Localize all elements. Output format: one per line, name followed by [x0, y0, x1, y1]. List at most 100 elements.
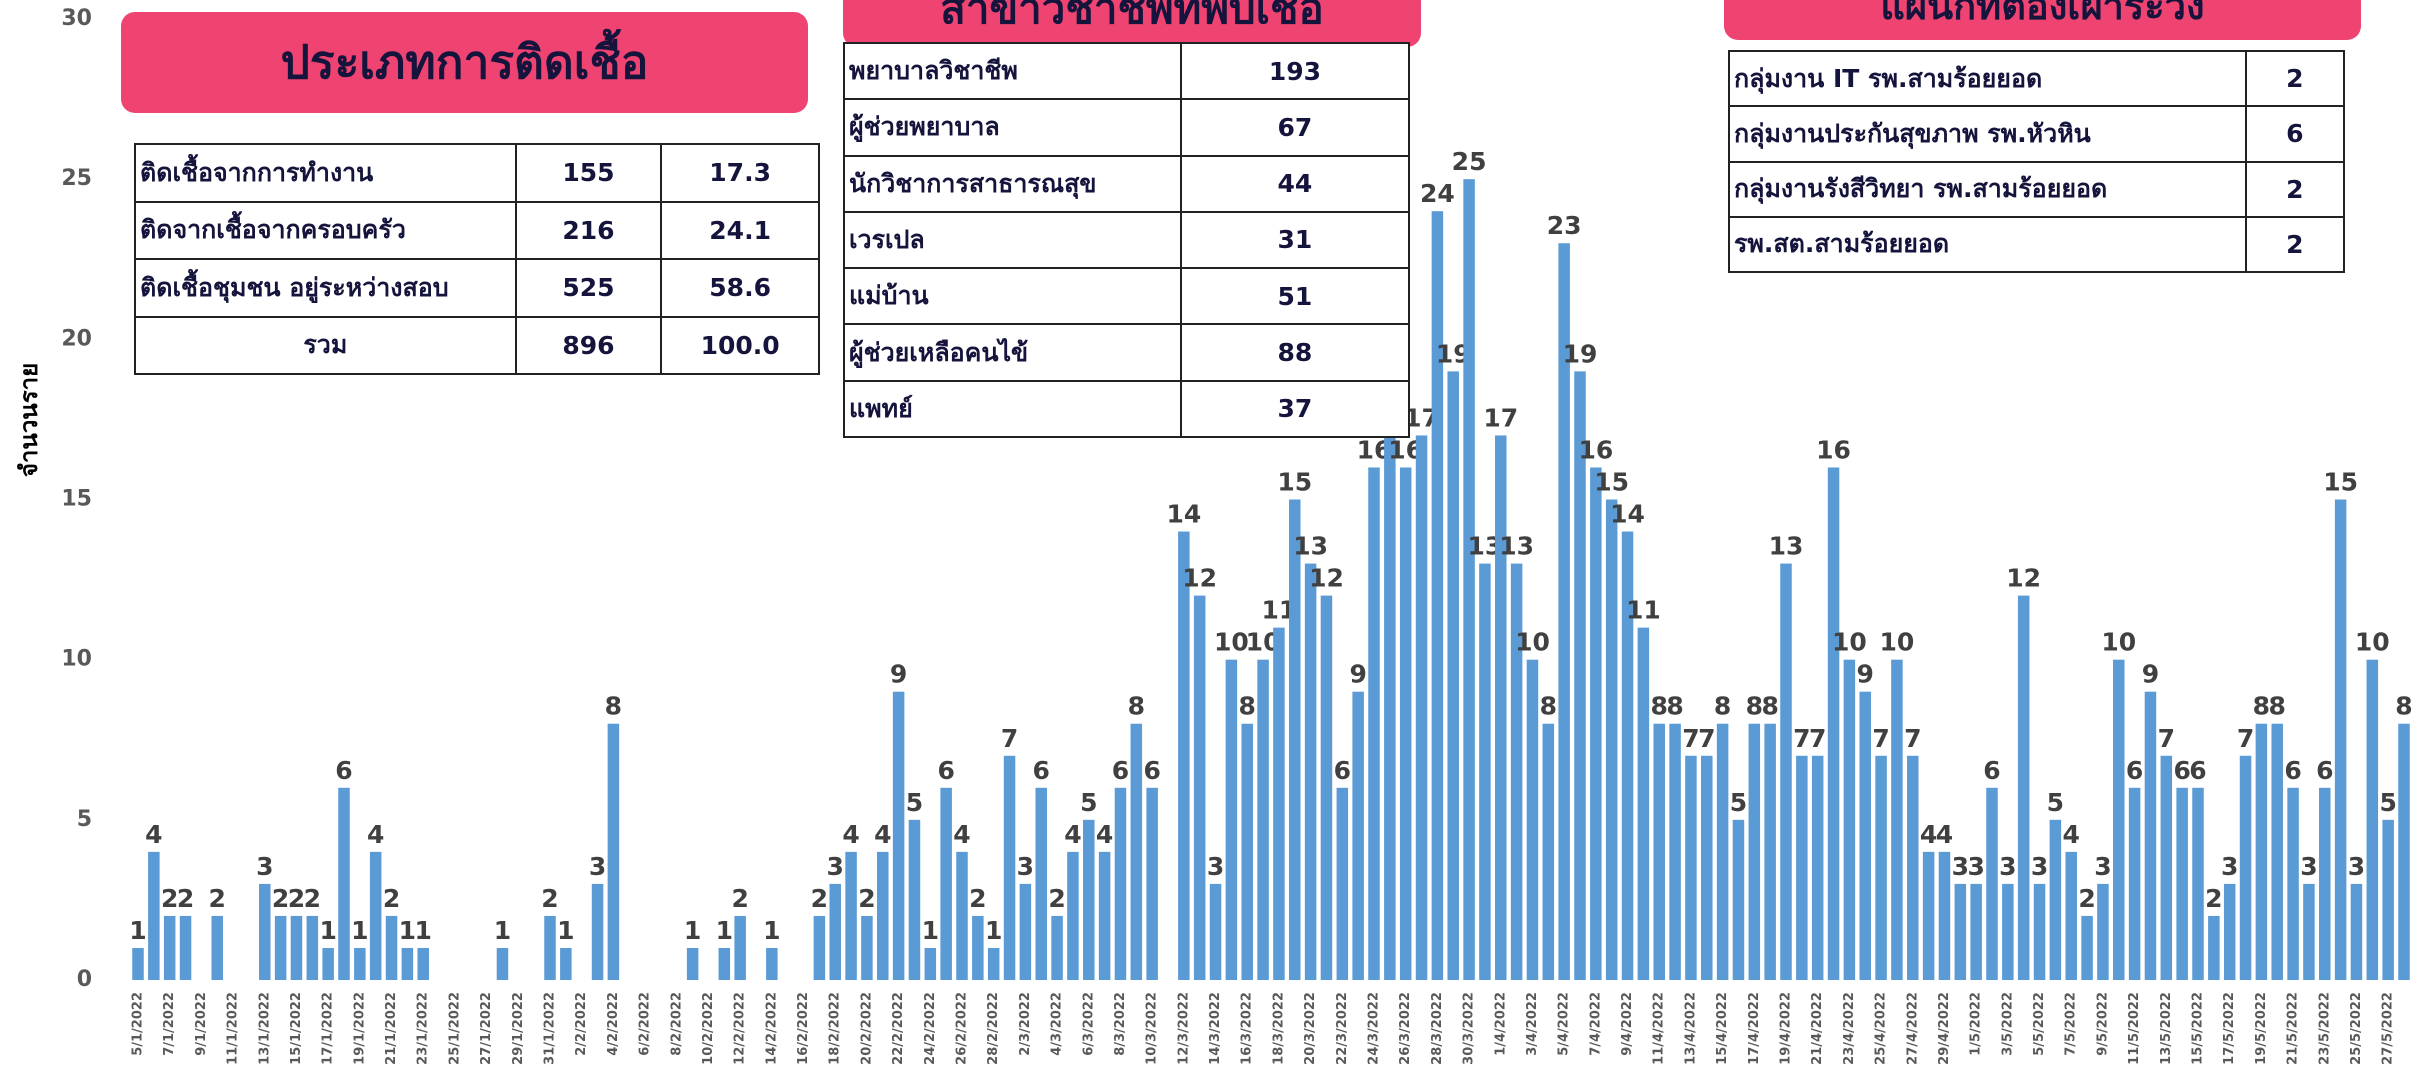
bar	[2334, 499, 2347, 980]
bar	[1114, 787, 1127, 980]
data-label: 8	[1540, 692, 1557, 721]
bar	[2002, 883, 2014, 980]
table-cell: 2	[2244, 160, 2346, 218]
data-label: 7	[1698, 724, 1715, 753]
bar	[1827, 467, 1840, 980]
bar	[1098, 851, 1111, 980]
bar	[1368, 467, 1380, 980]
bar	[2049, 819, 2062, 980]
data-label: 1	[985, 916, 1002, 945]
bar	[1193, 595, 1206, 980]
bar	[1304, 563, 1317, 980]
x-tick-label: 27/5/2022	[2381, 992, 2396, 1065]
table-cell: 100.0	[660, 315, 820, 375]
data-label: 6	[2316, 756, 2333, 785]
x-tick-label: 9/1/2022	[194, 992, 209, 1056]
data-label: 2	[731, 884, 748, 913]
x-tick-label: 21/1/2022	[384, 992, 399, 1065]
bar	[1986, 787, 1998, 980]
table-cell: ผู้ช่วยเหลือคนไข้	[843, 323, 1182, 382]
table-cell: 44	[1179, 154, 1411, 213]
bar	[2223, 883, 2236, 980]
table-cell: ติดเชื้อจากการทำงาน	[134, 143, 517, 203]
bar	[274, 915, 287, 980]
bar	[861, 915, 873, 980]
data-label: 1	[922, 916, 939, 945]
bar	[1336, 787, 1349, 980]
bar	[924, 947, 937, 980]
x-tick-label: 22/2/2022	[891, 992, 906, 1065]
x-tick-label: 21/4/2022	[1810, 992, 1825, 1065]
data-label: 7	[1793, 724, 1810, 753]
data-label: 2	[811, 884, 828, 913]
bar	[2350, 883, 2363, 980]
x-tick-label: 5/5/2022	[2032, 992, 2047, 1056]
bar	[2144, 691, 2157, 980]
bar	[1320, 595, 1333, 980]
data-label: 3	[2348, 852, 2365, 881]
bar	[1922, 851, 1935, 980]
data-label: 4	[145, 820, 162, 849]
x-tick-label: 20/2/2022	[859, 992, 874, 1065]
data-label: 10	[1214, 628, 1249, 657]
data-label: 4	[1920, 820, 1937, 849]
table-cell: แพทย์	[843, 379, 1182, 439]
bar	[1605, 499, 1618, 980]
bar	[1780, 563, 1792, 980]
x-tick-label: 6/2/2022	[638, 992, 653, 1056]
bar	[1764, 723, 1776, 980]
data-label: 5	[1080, 788, 1097, 817]
data-label: 14	[1166, 500, 1201, 529]
x-tick-label: 25/1/2022	[447, 992, 462, 1065]
table-row: ติดจากเชื้อจากครอบครัว 216 24.1	[134, 200, 820, 260]
x-tick-label: 15/4/2022	[1715, 992, 1730, 1065]
y-tick-label: 15	[61, 487, 92, 512]
table-cell: 17.3	[660, 143, 820, 203]
data-label: 6	[1983, 756, 2000, 785]
table-row: ผู้ช่วยพยาบาล 67	[843, 98, 1411, 157]
x-tick-label: 28/3/2022	[1430, 992, 1445, 1065]
data-label: 17	[1483, 403, 1518, 432]
bar	[1384, 275, 1396, 980]
data-label: 1	[763, 916, 780, 945]
x-tick-label: 23/5/2022	[2317, 992, 2332, 1065]
data-label: 2	[969, 884, 986, 913]
data-label: 2	[304, 884, 321, 913]
x-tick-label: 8/2/2022	[669, 992, 684, 1056]
bar	[1875, 755, 1887, 980]
x-tick-label: 7/4/2022	[1588, 992, 1603, 1056]
y-tick-label: 0	[77, 967, 92, 992]
bar	[354, 947, 366, 980]
x-tick-label: 6/3/2022	[1081, 992, 1096, 1056]
table-row: กลุ่มงาน IT รพ.สามร้อยยอด 2	[1728, 49, 2346, 108]
bar	[179, 915, 192, 980]
table-cell: ติดเชื้อชุมชน อยู่ระหว่างสอบ	[134, 258, 517, 318]
table-cell: ติดจากเชื้อจากครอบครัว	[134, 200, 517, 260]
data-label: 19	[1563, 339, 1598, 368]
bar	[132, 947, 144, 980]
x-tick-label: 11/1/2022	[226, 992, 241, 1065]
data-label: 4	[1936, 820, 1953, 849]
bar	[1558, 243, 1570, 980]
bar	[940, 787, 952, 980]
y-tick-label: 20	[61, 326, 92, 351]
x-tick-label: 4/2/2022	[606, 992, 621, 1056]
bar	[1732, 819, 1745, 980]
data-label: 6	[937, 756, 954, 785]
bar	[2097, 883, 2109, 980]
data-label: 7	[2237, 724, 2254, 753]
x-tick-label: 1/5/2022	[1969, 992, 1984, 1056]
data-label: 10	[1832, 628, 1867, 657]
bar	[544, 915, 556, 980]
data-label: 3	[827, 852, 844, 881]
bar	[1510, 563, 1523, 980]
data-label: 1	[351, 916, 368, 945]
x-tick-label: 4/3/2022	[1050, 992, 1065, 1056]
table-cell: พยาบาลวิชาชีพ	[843, 41, 1182, 101]
x-tick-label: 1/4/2022	[1493, 992, 1508, 1056]
bar	[1225, 659, 1238, 980]
data-label: 5	[2379, 788, 2396, 817]
bar	[1479, 563, 1491, 980]
y-tick-label: 10	[61, 647, 92, 672]
table-row: ผู้ช่วยเหลือคนไข้ 88	[843, 323, 1411, 382]
